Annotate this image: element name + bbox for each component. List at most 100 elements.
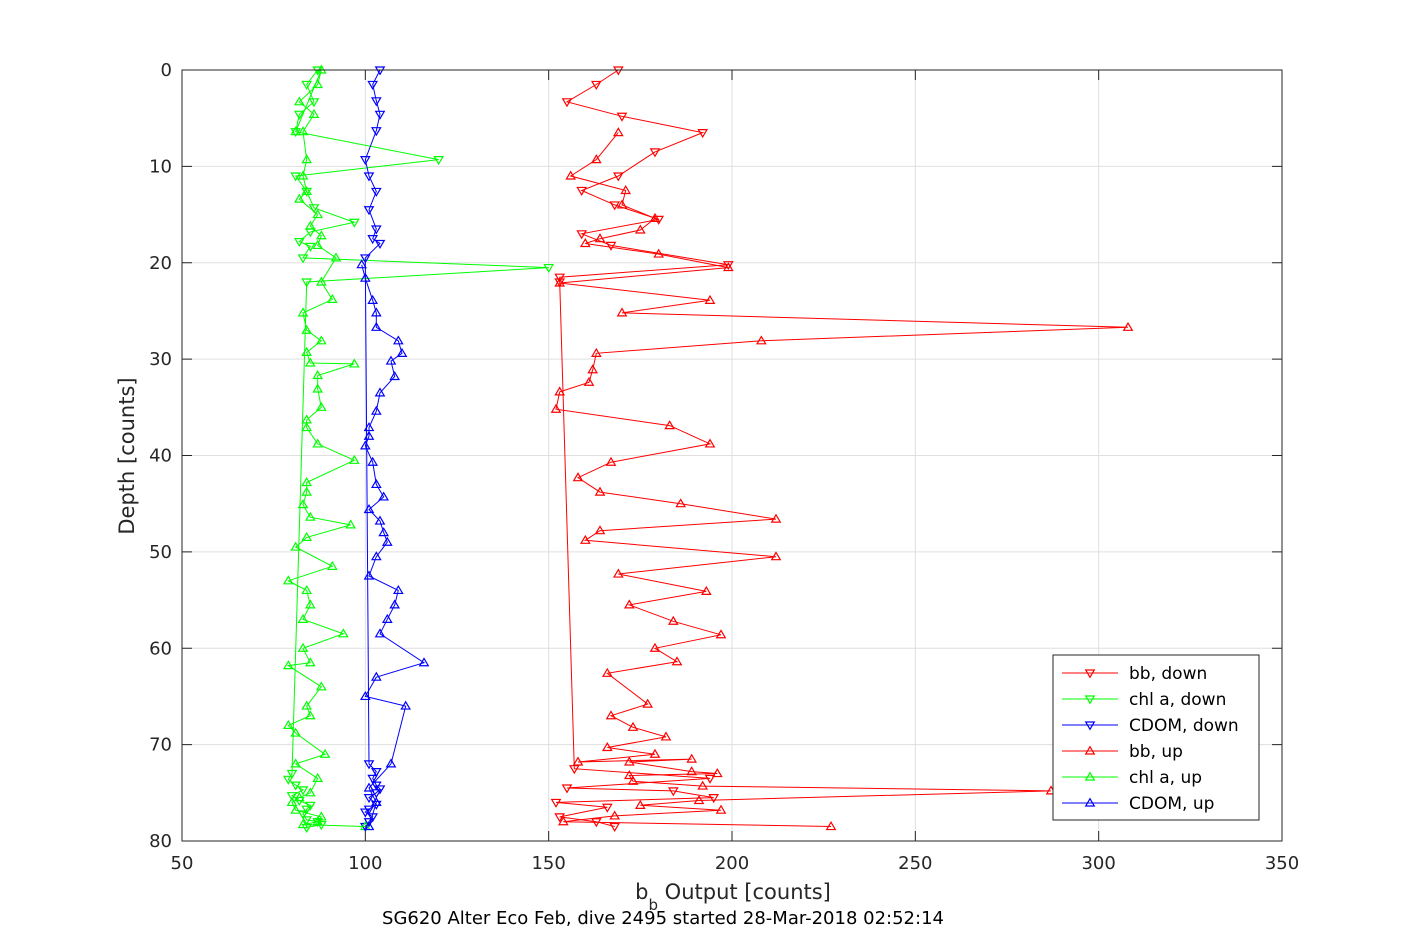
data-point xyxy=(297,810,309,820)
data-point xyxy=(301,700,313,710)
data-point xyxy=(561,784,573,794)
legend-label: bb, up xyxy=(1129,742,1183,762)
legend-label: chl a, down xyxy=(1129,690,1226,710)
x-tick-label: 150 xyxy=(531,853,565,874)
data-point xyxy=(312,239,324,250)
data-point xyxy=(568,765,580,775)
data-point xyxy=(392,584,404,595)
data-point xyxy=(359,272,371,282)
data-point xyxy=(301,80,313,90)
legend-marker xyxy=(1084,797,1096,807)
data-point xyxy=(308,204,320,214)
data-point xyxy=(671,656,683,666)
data-point xyxy=(609,810,621,820)
data-point xyxy=(290,172,302,182)
data-point xyxy=(616,199,628,209)
legend-label: CDOM, up xyxy=(1129,794,1214,814)
data-point xyxy=(304,220,316,230)
data-point xyxy=(374,239,386,249)
data-point xyxy=(363,172,375,182)
data-point xyxy=(704,294,716,304)
data-point xyxy=(293,792,305,802)
data-point xyxy=(370,767,382,778)
data-point xyxy=(312,370,324,380)
data-point xyxy=(583,376,595,386)
series-line xyxy=(364,69,381,827)
data-point xyxy=(370,551,382,561)
data-point xyxy=(304,511,316,521)
y-tick-label: 30 xyxy=(149,349,172,370)
data-point xyxy=(649,748,661,758)
legend: bb, down chl a, down CDOM, down bb, up chl a… xyxy=(1052,654,1260,821)
data-point xyxy=(572,756,584,766)
data-point xyxy=(297,613,309,623)
data-point xyxy=(722,261,734,271)
series-cdom-up xyxy=(356,259,430,831)
data-point xyxy=(301,154,313,164)
data-point xyxy=(653,215,665,225)
data-point xyxy=(378,527,390,537)
legend-entry: chl a, down xyxy=(1062,690,1226,710)
data-point xyxy=(282,575,294,585)
data-point xyxy=(400,700,412,710)
data-point xyxy=(601,667,613,677)
data-point xyxy=(634,799,646,809)
data-point xyxy=(594,486,606,496)
series-bb-up xyxy=(550,127,1134,831)
data-point xyxy=(290,541,302,551)
series-line xyxy=(361,264,426,827)
data-point xyxy=(576,186,588,196)
data-point xyxy=(301,187,313,197)
legend-entry: CDOM, down xyxy=(1062,716,1239,736)
legend-entries: bb, down chl a, down CDOM, down bb, up chl a… xyxy=(1062,664,1239,814)
data-point xyxy=(612,568,624,578)
data-point xyxy=(290,727,302,737)
data-point xyxy=(374,66,386,76)
data-point xyxy=(609,822,621,833)
data-point xyxy=(301,346,313,356)
x-axis-label: bb Output [counts] xyxy=(635,880,831,914)
y-tick-label: 20 xyxy=(149,253,172,274)
y-tick-label: 80 xyxy=(149,831,172,852)
x-axis-label-main: b xyxy=(635,880,648,904)
data-point xyxy=(755,335,767,345)
data-point xyxy=(315,401,327,411)
data-point xyxy=(1122,321,1134,331)
y-tick-label: 0 xyxy=(161,60,172,81)
y-axis-label: Depth [counts] xyxy=(115,377,139,534)
data-point xyxy=(590,347,602,357)
series-chl-a-up xyxy=(282,64,371,831)
data-point xyxy=(605,241,617,251)
data-point xyxy=(312,438,324,448)
data-point xyxy=(286,796,298,807)
data-point xyxy=(312,66,324,76)
data-point xyxy=(550,798,562,808)
data-point xyxy=(293,237,305,248)
data-point xyxy=(579,534,591,544)
data-point xyxy=(367,456,379,466)
data-point xyxy=(722,262,734,272)
data-point xyxy=(304,599,316,609)
data-point xyxy=(304,787,316,797)
data-point xyxy=(359,808,371,818)
data-point xyxy=(609,201,621,211)
data-point xyxy=(605,456,617,466)
data-point xyxy=(301,531,313,542)
data-point xyxy=(297,307,309,317)
data-point xyxy=(359,156,371,166)
data-point xyxy=(363,206,375,216)
legend-marker xyxy=(1084,771,1096,781)
data-point xyxy=(675,498,687,508)
data-point xyxy=(418,657,430,667)
data-point xyxy=(315,335,327,345)
y-tick-label: 60 xyxy=(149,638,172,659)
data-point xyxy=(627,775,639,785)
y-tick-label: 40 xyxy=(149,446,172,467)
data-point xyxy=(389,599,401,609)
y-tick-label: 10 xyxy=(149,156,172,177)
data-point xyxy=(649,642,661,652)
data-point xyxy=(297,642,309,652)
legend-label: CDOM, down xyxy=(1129,716,1239,736)
data-point xyxy=(715,629,727,639)
data-point xyxy=(686,766,698,776)
